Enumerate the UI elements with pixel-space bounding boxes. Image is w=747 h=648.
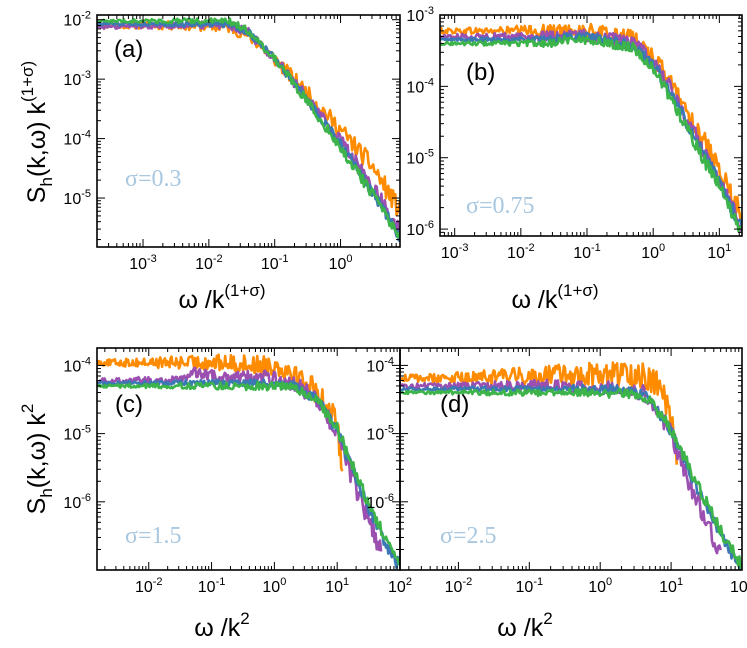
sigma-annotation: σ=1.5 xyxy=(125,523,181,549)
y-tick-label: 10-5 xyxy=(63,188,91,208)
y-axis-title-group: Sh(k,ω) k(1+σ) xyxy=(18,61,56,203)
x-tick-label: 10-2 xyxy=(507,242,535,262)
y-axis-ticks: 10-6 10-5 10-4 10-3 xyxy=(406,5,742,239)
x-tick-label: 100 xyxy=(329,253,353,273)
y-tick-label: 10-4 xyxy=(406,76,434,96)
x-tick-label: 10-2 xyxy=(135,576,163,596)
y-axis-title-group: Sh(k,ω) k2 xyxy=(18,404,56,515)
y-axis-title: Sh(k,ω) k2 xyxy=(18,404,56,515)
x-axis-ticks: 10-3 10-2 10-1 100 xyxy=(96,15,401,273)
y-tick-label: 10-4 xyxy=(63,355,91,375)
x-tick-label: 101 xyxy=(325,576,349,596)
y-tick-label: 10-5 xyxy=(63,424,91,444)
y-tick-label: 10-5 xyxy=(366,424,394,444)
x-tick-label: 10-3 xyxy=(129,253,157,273)
y-tick-label: 10-2 xyxy=(63,10,91,30)
panel-label: (d) xyxy=(440,391,469,418)
panel-label: (a) xyxy=(114,36,143,63)
series-line-green xyxy=(97,380,400,566)
series-group xyxy=(97,17,400,242)
x-axis-ticks: 10-2 10-1 100 101 102 xyxy=(104,348,412,596)
series-line-green xyxy=(400,387,742,570)
y-tick-label: 10-6 xyxy=(406,219,434,239)
x-axis-title: ω /k2 xyxy=(194,609,249,642)
series-group xyxy=(400,361,742,570)
x-axis-title: ω /k(1+σ) xyxy=(511,281,598,314)
panel-b: 10-3 10-2 10-1 100 101 10-6 10-5 10-4 10-3 (b) σ=0… xyxy=(406,5,743,314)
x-tick-label: 101 xyxy=(659,576,683,596)
x-tick-label: 10-1 xyxy=(516,576,544,596)
panel-c: 10-2 10-1 100 101 102 10-6 10-5 10-4 (c) σ=1.5 ω /… xyxy=(18,347,412,642)
series-line-green xyxy=(440,34,742,233)
x-axis-title: ω /k2 xyxy=(497,609,552,642)
x-tick-label: 10-1 xyxy=(573,242,601,262)
series-line-green xyxy=(97,17,400,239)
plot-frame xyxy=(439,14,743,237)
x-tick-label: 10-3 xyxy=(441,242,469,262)
x-tick-label: 100 xyxy=(641,242,665,262)
panel-a: 10-3 10-2 10-1 100 10-5 10-4 10-3 10-2 (a) σ=0.3 ω… xyxy=(18,10,401,314)
x-axis-title: ω /k(1+σ) xyxy=(178,281,265,314)
sigma-annotation: σ=0.75 xyxy=(466,193,534,219)
plot-frame xyxy=(399,347,743,571)
series-group xyxy=(97,353,400,570)
y-tick-label: 10-3 xyxy=(63,69,91,89)
y-axis-ticks: 10-6 10-5 10-4 xyxy=(366,355,742,571)
y-tick-label: 10-5 xyxy=(406,148,434,168)
series-group xyxy=(440,22,742,233)
series-line-orange xyxy=(440,22,742,229)
y-tick-label: 10-4 xyxy=(63,129,91,149)
x-tick-label: 101 xyxy=(707,242,731,262)
sigma-annotation: σ=0.3 xyxy=(125,166,181,192)
sigma-annotation: σ=2.5 xyxy=(440,523,496,549)
x-tick-label: 100 xyxy=(588,576,612,596)
x-tick-label: 10-1 xyxy=(261,253,289,273)
x-axis-ticks: 10-3 10-2 10-1 100 101 xyxy=(439,15,740,262)
y-tick-label: 10-6 xyxy=(63,492,91,512)
x-tick-label: 100 xyxy=(262,576,286,596)
y-axis-ticks: 10-6 10-5 10-4 xyxy=(63,355,400,571)
y-axis-title: Sh(k,ω) k(1+σ) xyxy=(18,61,56,203)
x-tick-label: 10-2 xyxy=(445,576,473,596)
panel-d: 10-2 10-1 100 101 102 10-6 10-5 10-4 (d) σ=2.5 ω /… xyxy=(366,347,747,642)
series-line-blue xyxy=(97,19,400,242)
y-tick-label: 10-6 xyxy=(366,492,394,512)
x-tick-label: 10-2 xyxy=(195,253,223,273)
y-tick-label: 10-3 xyxy=(406,5,434,25)
y-axis-ticks: 10-5 10-4 10-3 10-2 xyxy=(63,10,400,241)
x-axis-ticks: 10-2 10-1 100 101 102 xyxy=(408,348,747,596)
x-tick-label: 102 xyxy=(388,576,412,596)
series-line-orange xyxy=(97,353,344,472)
y-tick-label: 10-4 xyxy=(366,355,394,375)
x-tick-label: 10-1 xyxy=(198,576,226,596)
panel-label: (b) xyxy=(466,59,495,86)
panel-label: (c) xyxy=(115,391,143,418)
x-tick-label: 102 xyxy=(730,576,747,596)
